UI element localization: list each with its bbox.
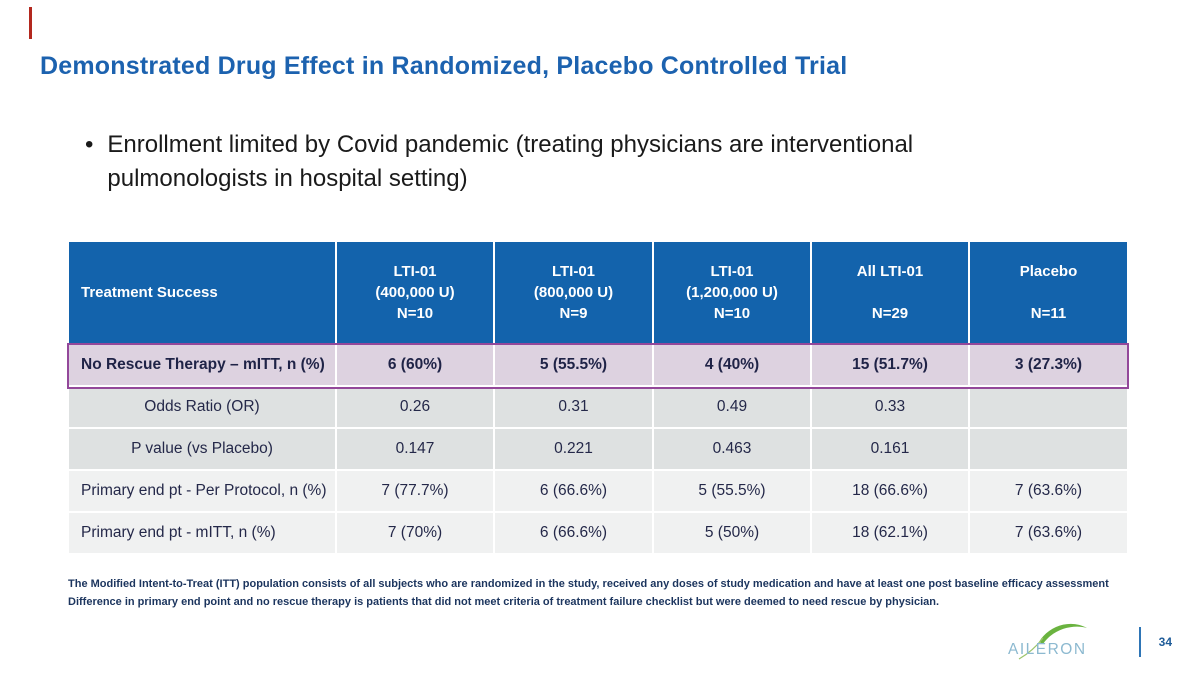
cell-value: 0.147: [337, 429, 493, 469]
cell-value: 15 (51.7%): [812, 345, 968, 385]
slide-title: Demonstrated Drug Effect in Randomized, …: [40, 52, 848, 80]
row-label: Odds Ratio (OR): [69, 387, 335, 427]
row-label: P value (vs Placebo): [69, 429, 335, 469]
footnote-line-1: The Modified Intent-to-Treat (ITT) popul…: [68, 578, 1109, 590]
page-number: 34: [1158, 635, 1172, 649]
cell-value: 18 (62.1%): [812, 513, 968, 553]
table-row-odds-ratio: Odds Ratio (OR) 0.26 0.31 0.49 0.33: [69, 387, 1127, 427]
cell-value: 3 (27.3%): [970, 345, 1127, 385]
cell-value: 0.161: [812, 429, 968, 469]
cell-value: 18 (66.6%): [812, 471, 968, 511]
cell-value: 7 (70%): [337, 513, 493, 553]
bullet-icon: •: [85, 131, 94, 158]
cell-value: 7 (77.7%): [337, 471, 493, 511]
logo-text: AILERON: [1008, 641, 1087, 658]
header-all-lti01: All LTI-01 N=29: [812, 242, 968, 343]
logo-leaf-icon: [1038, 623, 1087, 644]
cell-value: 0.49: [654, 387, 810, 427]
red-accent-mark: [29, 7, 32, 39]
header-lti01-400k: LTI-01 (400,000 U) N=10: [337, 242, 493, 343]
row-label: No Rescue Therapy – mITT, n (%): [69, 345, 335, 385]
footer: AILERON 34: [1005, 621, 1172, 663]
cell-value: 0.31: [495, 387, 652, 427]
cell-value: 6 (60%): [337, 345, 493, 385]
cell-value: 0.463: [654, 429, 810, 469]
footnote-line-2: Difference in primary end point and no r…: [68, 595, 940, 608]
bullet-text: Enrollment limited by Covid pandemic (tr…: [107, 131, 914, 192]
cell-value: 7 (63.6%): [970, 513, 1127, 553]
table-header-row: Treatment Success LTI-01 (400,000 U) N=1…: [69, 242, 1127, 343]
row-label: Primary end pt - Per Protocol, n (%): [69, 471, 335, 511]
cell-value: 0.221: [495, 429, 652, 469]
footer-divider: [1138, 627, 1141, 657]
table-row-per-protocol: Primary end pt - Per Protocol, n (%) 7 (…: [69, 471, 1127, 511]
header-lti01-800k: LTI-01 (800,000 U) N=9: [495, 242, 652, 343]
header-treatment-success: Treatment Success: [69, 242, 335, 343]
cell-value: 5 (55.5%): [654, 471, 810, 511]
bullet-block: • Enrollment limited by Covid pandemic (…: [85, 128, 1060, 195]
cell-value: 5 (50%): [654, 513, 810, 553]
cell-value: 7 (63.6%): [970, 471, 1127, 511]
logo-stem-icon: [1018, 637, 1044, 660]
cell-value: [970, 387, 1127, 427]
aileron-logo: AILERON: [1008, 623, 1087, 660]
row-label: Primary end pt - mITT, n (%): [69, 513, 335, 553]
cell-value: 6 (66.6%): [495, 513, 652, 553]
cell-value: 0.33: [812, 387, 968, 427]
results-table: Treatment Success LTI-01 (400,000 U) N=1…: [67, 240, 1129, 555]
cell-value: [970, 429, 1127, 469]
cell-value: 0.26: [337, 387, 493, 427]
cell-value: 4 (40%): [654, 345, 810, 385]
cell-value: 6 (66.6%): [495, 471, 652, 511]
table-row-mitt: Primary end pt - mITT, n (%) 7 (70%) 6 (…: [69, 513, 1127, 553]
header-lti01-1200k: LTI-01 (1,200,000 U) N=10: [654, 242, 810, 343]
footnote: The Modified Intent-to-Treat (ITT) popul…: [68, 576, 1148, 611]
table-row-p-value: P value (vs Placebo) 0.147 0.221 0.463 0…: [69, 429, 1127, 469]
results-table-wrap: Treatment Success LTI-01 (400,000 U) N=1…: [67, 240, 1131, 555]
table-row-no-rescue-therapy: No Rescue Therapy – mITT, n (%) 6 (60%) …: [69, 345, 1127, 385]
cell-value: 5 (55.5%): [495, 345, 652, 385]
header-placebo: Placebo N=11: [970, 242, 1127, 343]
